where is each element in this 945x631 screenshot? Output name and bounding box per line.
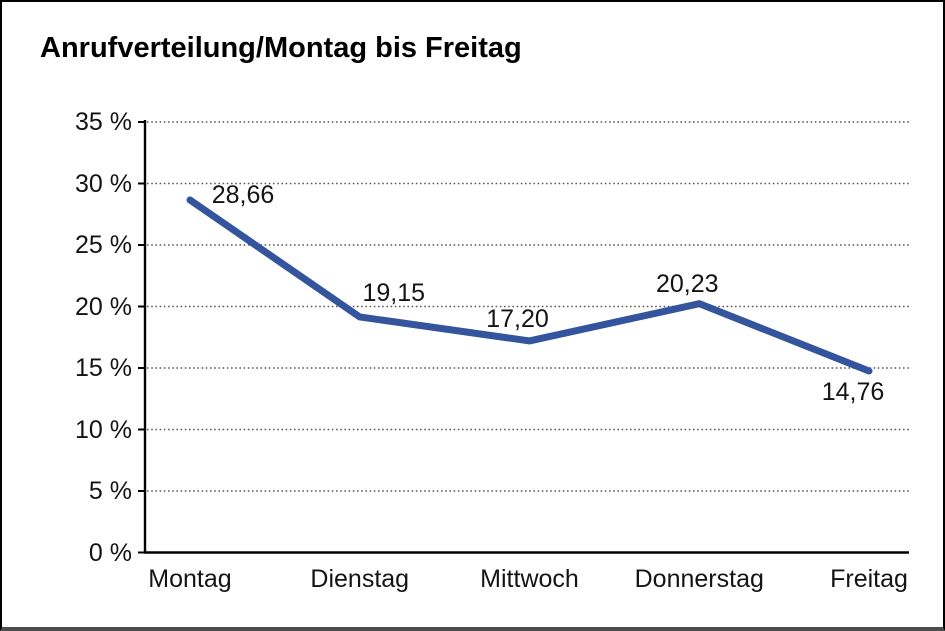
y-tick-label: 25 % [75,231,132,259]
data-series-line [186,196,873,375]
y-tick-label: 20 % [75,292,132,321]
x-category-label: Freitag [830,565,908,593]
y-tick-label: 10 % [75,415,132,444]
data-point-label: 19,15 [362,278,426,307]
x-category-label: Mittwoch [480,565,579,593]
y-tick-label: 35 % [75,108,132,136]
data-point-label: 28,66 [211,180,275,209]
x-category-label: Dienstag [310,565,410,593]
x-category-label: Donnerstag [634,565,764,593]
y-tick-label: 15 % [75,354,132,382]
data-point-label: 20,23 [655,269,719,298]
data-point-label: 17,20 [486,304,549,333]
y-tick-label: 0 % [88,538,132,567]
data-point-label: 14,76 [821,377,885,406]
chart-title: Anrufverteilung/Montag bis Freitag [40,32,522,64]
y-tick-label: 30 % [75,169,132,198]
y-tick-label: 5 % [88,477,132,505]
x-category-label: Montag [148,565,232,593]
